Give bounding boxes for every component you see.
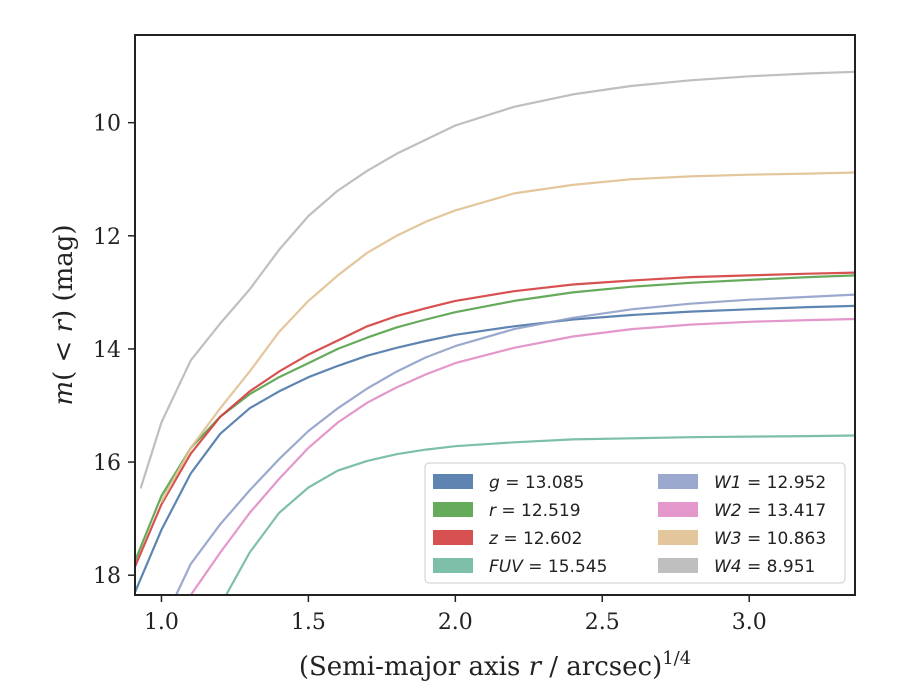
legend-label-fuv: FUV = 15.545 — [489, 557, 607, 577]
x-axis-label: (Semi-major axis r / arcsec)1/4 — [299, 648, 691, 682]
series-line-g — [135, 304, 855, 594]
legend-frame — [424, 462, 846, 584]
legend-swatch-g — [433, 474, 473, 489]
legend-label-w1: W1 = 12.952 — [714, 473, 826, 493]
legend-swatch-r — [433, 502, 473, 517]
legend-label-g: g = 13.085 — [489, 473, 584, 493]
y-tick-label: 16 — [93, 451, 121, 476]
legend-label-w3: W3 = 10.863 — [714, 529, 826, 549]
x-tick-label: 2.0 — [438, 610, 473, 635]
legend-swatch-z — [433, 530, 473, 545]
series-line-fuv — [225, 434, 855, 595]
plot-frame — [134, 34, 856, 596]
legend-label-z: z = 12.602 — [488, 529, 582, 549]
legend-label-w4: W4 = 8.951 — [714, 557, 815, 577]
x-tick-label: 1.5 — [291, 610, 326, 635]
x-tick-label: 1.0 — [144, 610, 179, 635]
series-line-w2 — [189, 317, 855, 595]
legend-swatch-w2 — [658, 502, 698, 517]
legend-label-w2: W2 = 13.417 — [714, 501, 826, 521]
x-tick-label: 2.5 — [585, 610, 620, 635]
ticks-layer: 1.0 1.5 2.0 2.5 3.0 10 12 14 16 18 — [93, 112, 767, 635]
legend-swatch-fuv — [433, 558, 473, 573]
series-line-w3 — [160, 171, 855, 503]
series-line-w1 — [175, 293, 855, 595]
legend-swatch-w1 — [658, 474, 698, 489]
series-layer — [135, 70, 855, 595]
legend: g = 13.085 r = 12.519 z = 12.602 FUV = 15.5… — [424, 462, 846, 584]
legend-swatch-w3 — [658, 530, 698, 545]
y-tick-label: 14 — [93, 338, 121, 363]
legend-label-r: r = 12.519 — [489, 501, 581, 521]
y-tick-label: 12 — [93, 225, 121, 250]
x-tick-label: 3.0 — [732, 610, 767, 635]
y-tick-label: 18 — [93, 564, 121, 589]
series-line-z — [135, 271, 855, 568]
legend-swatch-w4 — [658, 558, 698, 573]
series-line-w4 — [139, 70, 855, 489]
y-tick-label: 10 — [93, 112, 121, 137]
y-axis-label: m( < r) (mag) — [49, 224, 79, 405]
